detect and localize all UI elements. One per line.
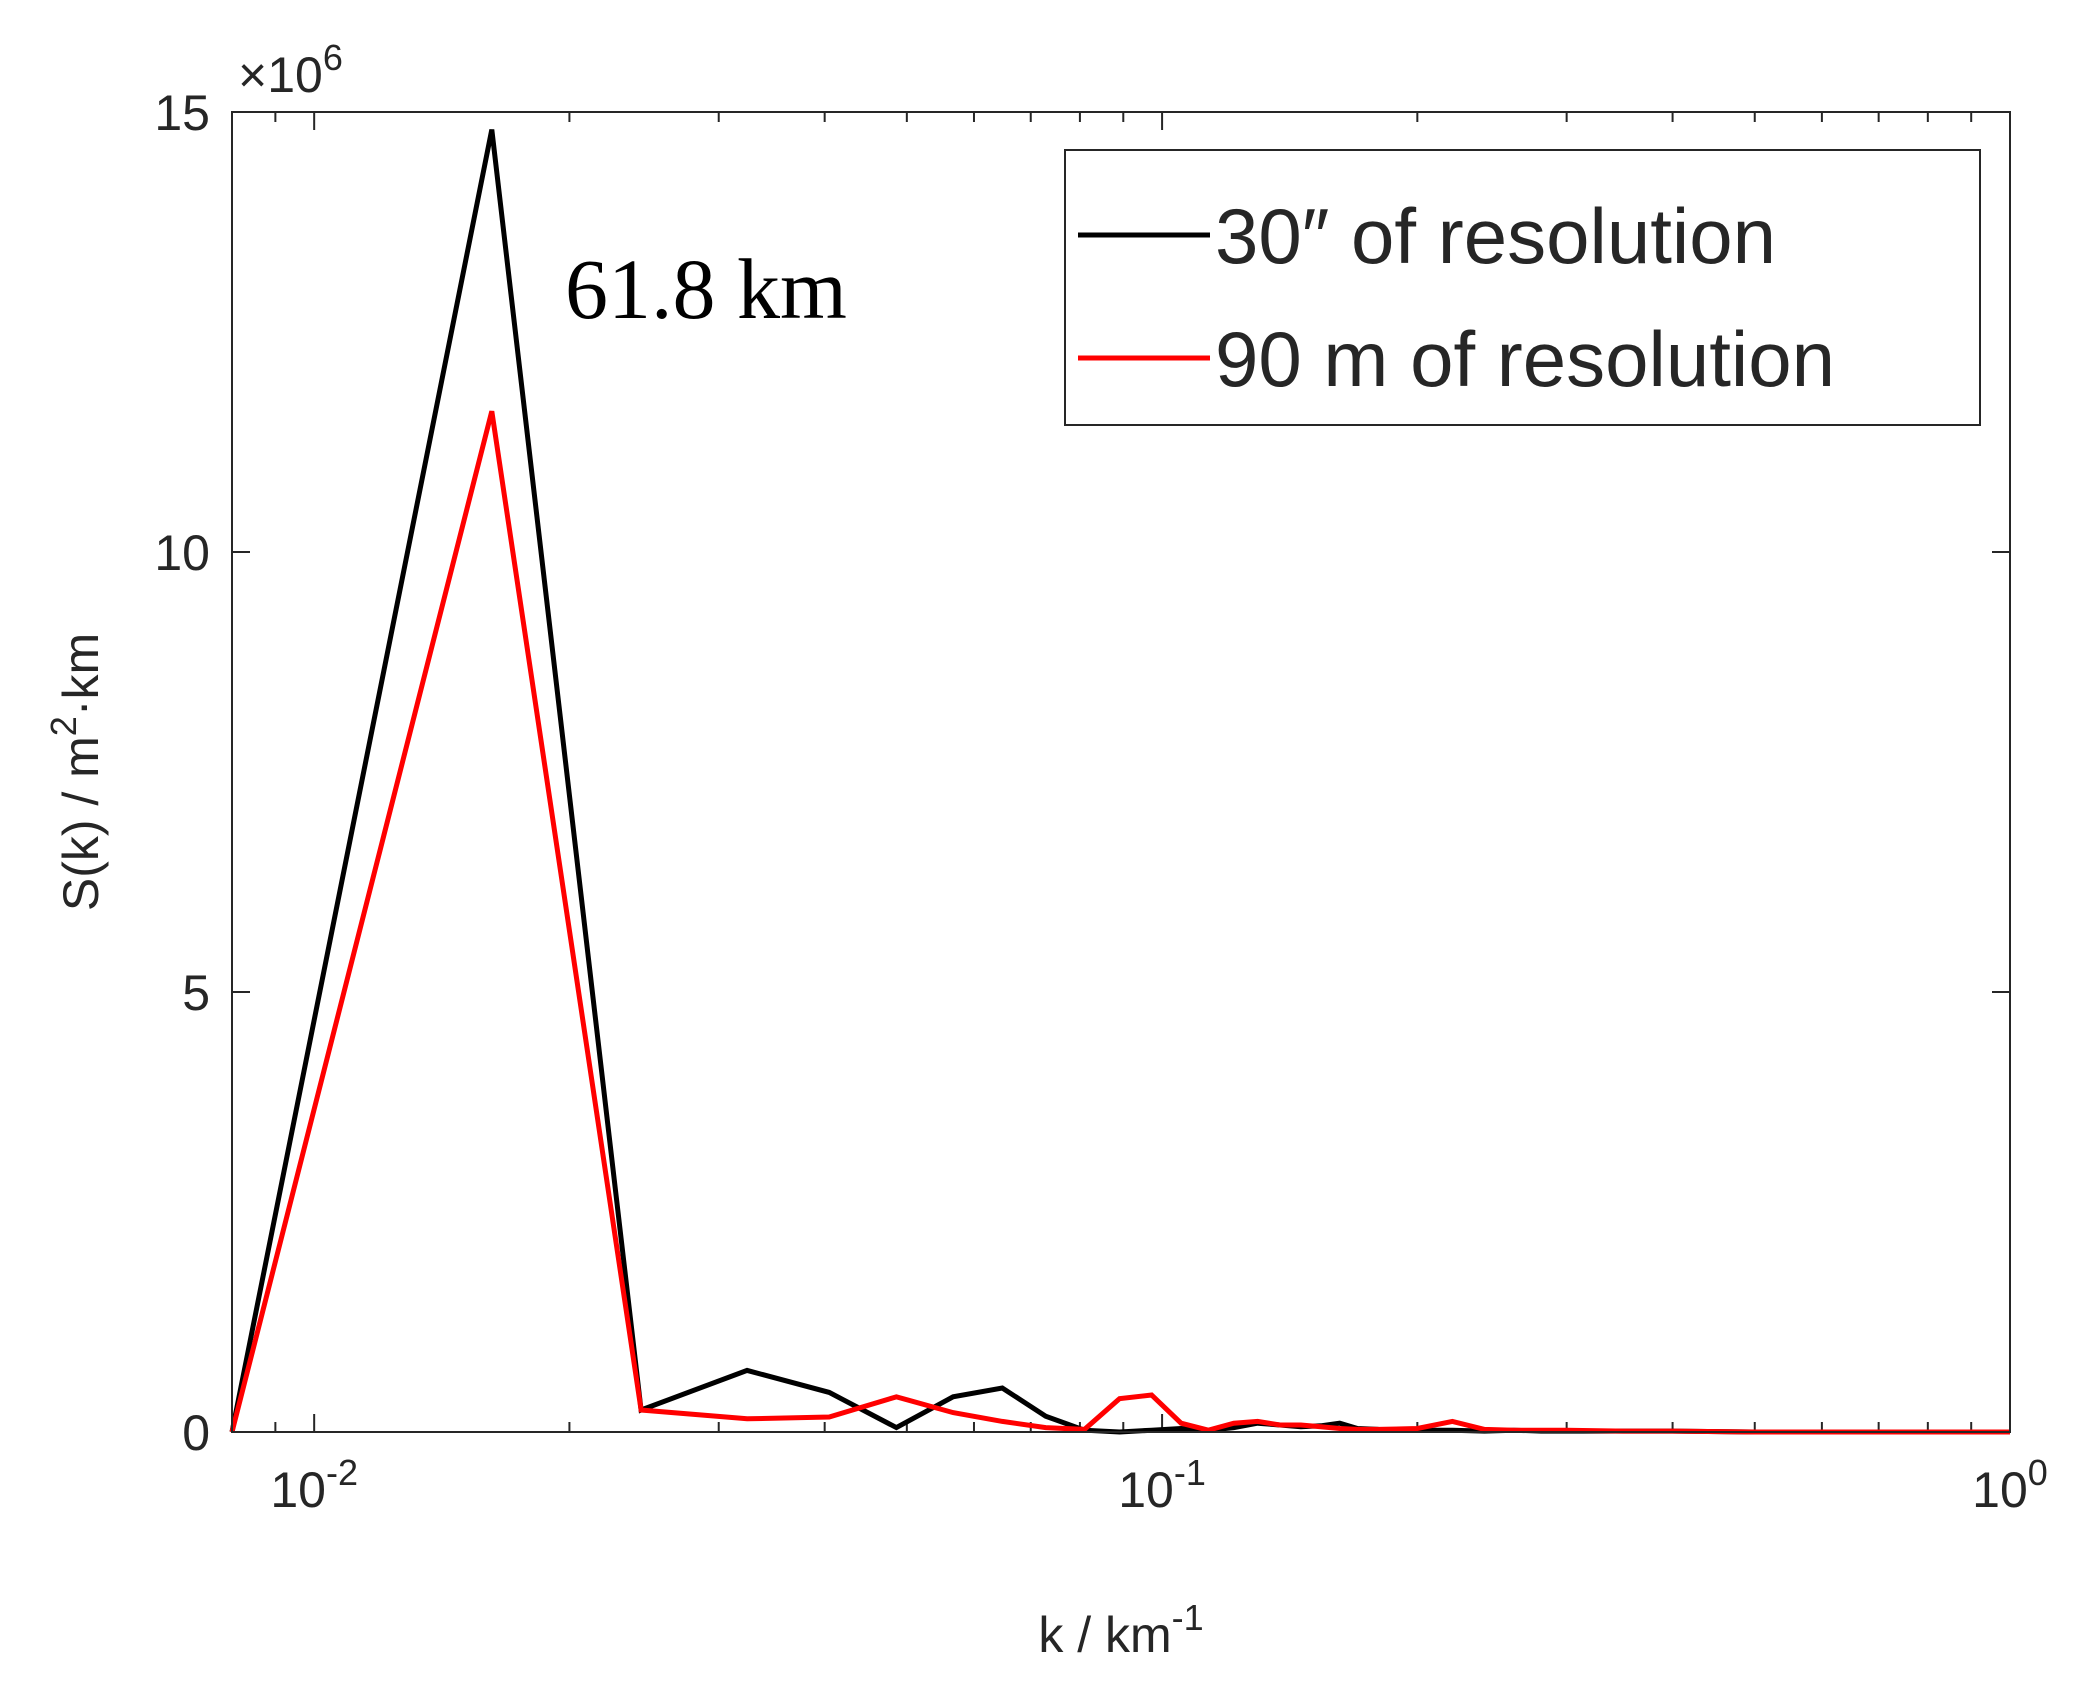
y-tick-label: 10	[154, 525, 210, 581]
x-axis-label: k / km-1	[1038, 1597, 1203, 1663]
y-axis-label: S(k) / m2·km	[43, 633, 109, 911]
legend-label-90m: 90 m of resolution	[1215, 315, 1835, 403]
x-tick-label: 10-2	[270, 1452, 358, 1518]
x-tick-label: 100	[1972, 1452, 2048, 1518]
tick-labels: 0 5 10 15 10-2 10-1 100	[154, 85, 2047, 1518]
y-tick-label: 15	[154, 85, 210, 141]
peak-annotation: 61.8 km	[565, 241, 847, 337]
y-multiplier-label: ×106	[238, 37, 343, 103]
axes-box	[231, 111, 2011, 1433]
series-line-1	[229, 410, 2010, 1435]
y-tick-label: 5	[182, 965, 210, 1021]
legend-box	[1064, 149, 1981, 426]
legend-label-30-arcsec: 30″ of resolution	[1215, 192, 1776, 280]
x-tick-label: 10-1	[1118, 1452, 1206, 1518]
legend: 30″ of resolution 90 m of resolution	[1064, 149, 1981, 426]
y-tick-label: 0	[182, 1405, 210, 1461]
